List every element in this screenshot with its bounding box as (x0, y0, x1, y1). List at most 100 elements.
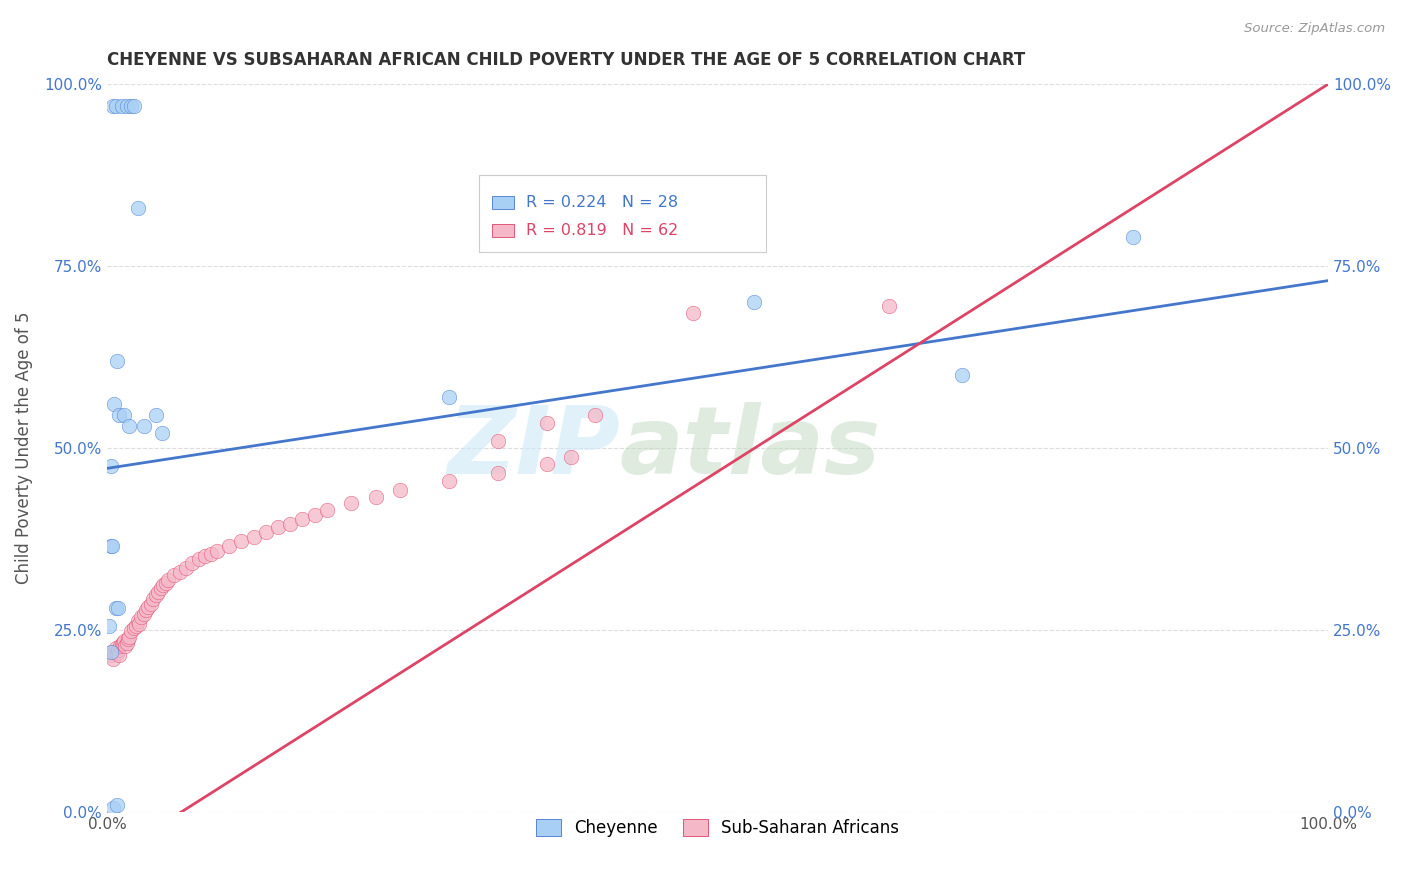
Point (108, 409, 131, 423)
Point (108, 648, 131, 662)
Point (157, 574, 180, 588)
Point (315, 503, 337, 517)
Point (104, 601, 127, 615)
Point (1122, 230, 1144, 244)
Text: R = 0.819   N = 62: R = 0.819 N = 62 (526, 223, 678, 238)
Point (117, 632, 139, 646)
Point (129, 610, 152, 624)
Point (340, 495, 363, 509)
Point (291, 512, 314, 526)
Point (127, 614, 149, 628)
Text: R = 0.224   N = 28: R = 0.224 N = 28 (526, 195, 678, 211)
Point (100, 539, 122, 553)
Y-axis label: Child Poverty Under the Age of 5: Child Poverty Under the Age of 5 (15, 311, 32, 584)
Point (105, 797, 128, 812)
Point (112, 409, 135, 423)
Point (118, 630, 141, 644)
Point (105, 646, 128, 660)
Point (194, 549, 217, 563)
Point (100, 459, 122, 474)
Point (138, 599, 160, 614)
Point (148, 585, 170, 599)
FancyBboxPatch shape (479, 175, 766, 252)
Point (169, 565, 191, 579)
Point (111, 638, 134, 652)
Point (437, 474, 460, 488)
Text: ZIP: ZIP (447, 402, 620, 494)
Point (163, 568, 186, 582)
Point (218, 539, 240, 553)
Point (389, 483, 412, 498)
Point (877, 299, 900, 313)
Point (101, 801, 124, 815)
Point (231, 534, 253, 549)
Point (304, 508, 326, 522)
Point (132, 607, 155, 621)
Point (115, 636, 138, 650)
Point (104, 99, 127, 113)
Point (536, 416, 558, 430)
Point (181, 556, 204, 570)
Point (132, 419, 155, 434)
Point (486, 467, 509, 481)
Point (150, 426, 173, 441)
Point (267, 519, 290, 533)
Point (107, 643, 129, 657)
Point (486, 434, 509, 448)
Point (142, 592, 165, 607)
Point (115, 99, 138, 113)
Point (122, 99, 145, 113)
Point (101, 539, 124, 553)
Point (176, 561, 198, 575)
FancyBboxPatch shape (492, 224, 513, 237)
Point (437, 390, 460, 404)
Point (100, 648, 122, 663)
Point (139, 598, 162, 612)
Point (155, 575, 177, 590)
Point (125, 619, 148, 633)
Point (98, 619, 121, 633)
Point (128, 617, 150, 632)
Point (950, 368, 973, 383)
Text: Source: ZipAtlas.com: Source: ZipAtlas.com (1244, 22, 1385, 36)
Point (118, 419, 141, 434)
Point (104, 641, 127, 656)
Point (100, 645, 122, 659)
Point (560, 450, 582, 464)
Point (111, 99, 134, 113)
Point (149, 581, 172, 595)
Point (107, 601, 129, 615)
Point (101, 652, 124, 666)
Text: atlas: atlas (620, 402, 882, 494)
Point (278, 517, 301, 532)
Point (583, 409, 606, 423)
Point (120, 624, 142, 639)
Point (200, 547, 222, 561)
Point (114, 639, 136, 653)
Point (364, 491, 387, 505)
Point (254, 524, 277, 539)
Point (127, 201, 149, 215)
Point (742, 295, 765, 310)
Point (103, 645, 125, 659)
Point (205, 544, 228, 558)
Point (135, 602, 157, 616)
Legend: Cheyenne, Sub-Saharan Africans: Cheyenne, Sub-Saharan Africans (529, 812, 905, 844)
Point (101, 99, 124, 113)
Point (145, 409, 167, 423)
Point (101, 645, 124, 659)
Point (187, 551, 209, 566)
Text: CHEYENNE VS SUBSAHARAN AFRICAN CHILD POVERTY UNDER THE AGE OF 5 CORRELATION CHAR: CHEYENNE VS SUBSAHARAN AFRICAN CHILD POV… (107, 51, 1025, 69)
FancyBboxPatch shape (492, 196, 513, 210)
Point (682, 306, 704, 320)
Point (145, 588, 167, 602)
Point (112, 633, 135, 648)
Point (110, 639, 132, 653)
Point (111, 636, 134, 650)
Point (103, 397, 125, 411)
Point (122, 622, 145, 636)
Point (152, 578, 174, 592)
Point (536, 457, 558, 471)
Point (105, 353, 128, 368)
Point (120, 99, 142, 113)
